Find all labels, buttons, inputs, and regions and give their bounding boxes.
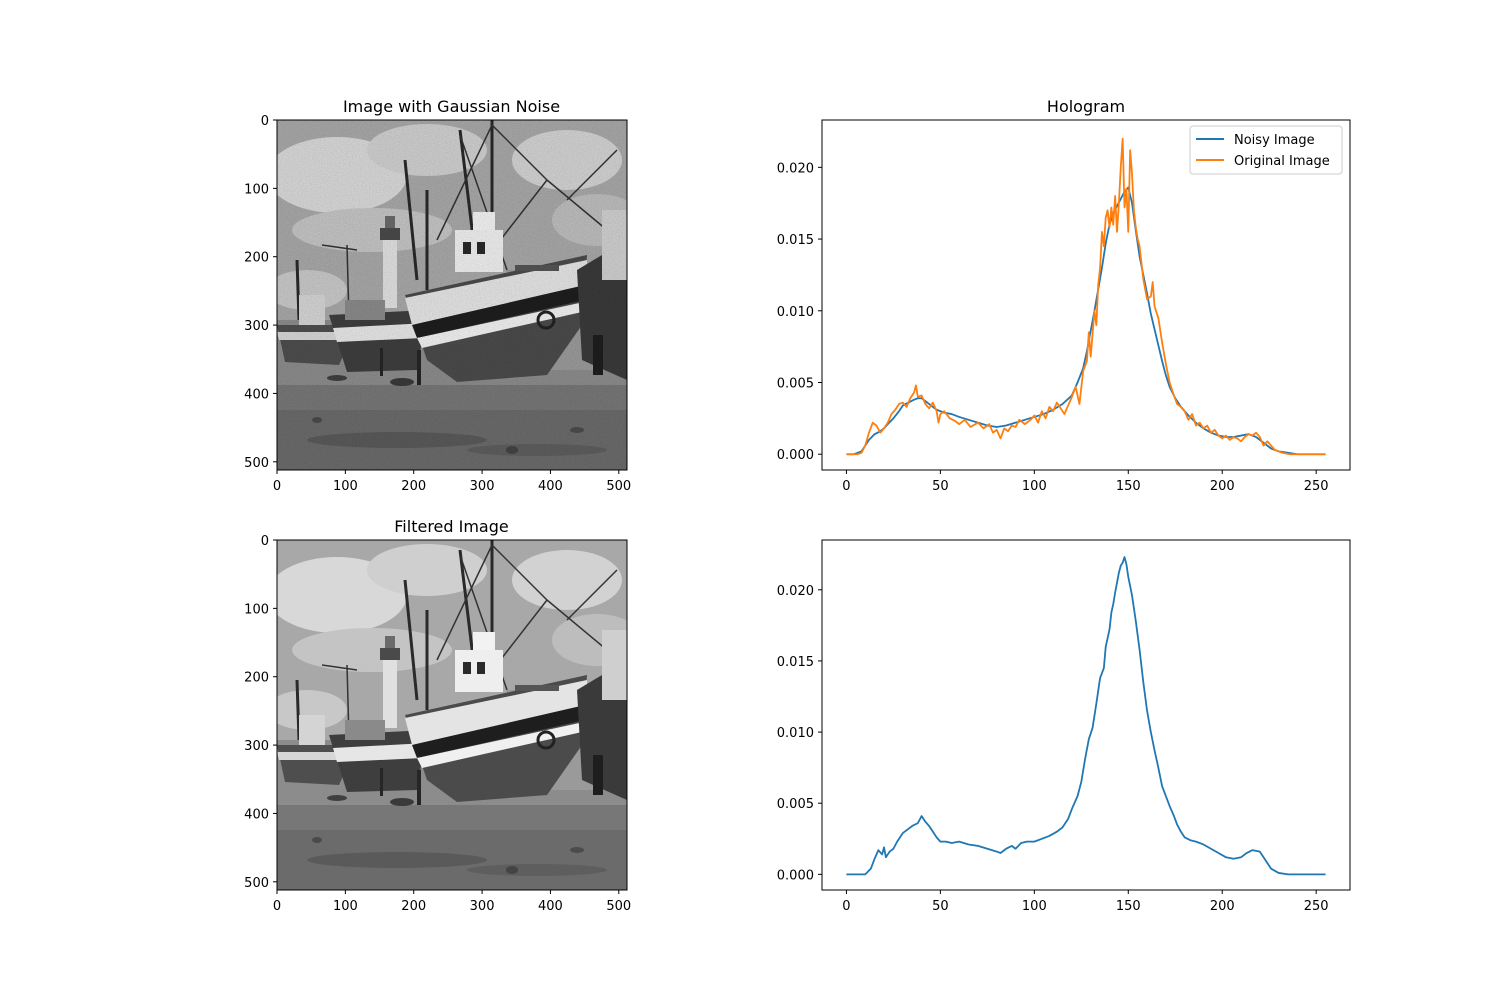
y-tick-label: 0.020	[777, 161, 814, 176]
y-tick-label: 0.015	[777, 655, 814, 670]
y-tick-label: 400	[244, 387, 269, 402]
legend-label: Original Image	[1234, 154, 1330, 169]
x-tick-label: 200	[401, 899, 426, 914]
hologram-title: Hologram	[1047, 97, 1125, 116]
x-tick-label: 200	[1210, 479, 1235, 494]
filtered-image-panel: Filtered Image 0 100 200 300 400 500 0 100 200 30…	[244, 517, 631, 914]
filtered-boat-photo	[277, 540, 627, 890]
x-tick-label: 250	[1304, 899, 1329, 914]
x-tick-label: 200	[1210, 899, 1235, 914]
y-tick-label: 300	[244, 319, 269, 334]
filtered-histogram-plot: 0 50 100 150 200 250 0.000 0.005 0.010 0.015 0.020	[777, 556, 1329, 914]
noisy-image-axes: 0 100 200 300 400 500 0 100 200 300 400 500	[244, 114, 631, 494]
y-tick-label: 0.010	[777, 726, 814, 741]
filtered-histogram-frame	[821, 539, 1351, 891]
legend: Noisy Image Original Image	[1189, 125, 1343, 175]
noisy-image-frame	[276, 119, 628, 471]
x-tick-label: 100	[1022, 899, 1047, 914]
y-tick-label: 0.010	[777, 305, 814, 320]
x-tick-label: 50	[932, 479, 949, 494]
y-tick-label: 0.000	[777, 448, 814, 463]
x-tick-label: 400	[538, 899, 563, 914]
x-tick-label: 0	[273, 899, 281, 914]
y-tick-label: 100	[244, 602, 269, 617]
legend-box	[1189, 125, 1343, 175]
y-tick-label: 0.005	[777, 797, 814, 812]
noisy-image-title: Image with Gaussian Noise	[343, 97, 560, 116]
x-tick-label: 400	[538, 479, 563, 494]
filtered-image-axes: 0 100 200 300 400 500 0 100 200 300 400 500	[244, 534, 631, 914]
hologram-plot: 0 50 100 150 200 250 0.000 0.005 0.010 0.015 0.020…	[777, 125, 1343, 494]
x-tick-label: 0	[842, 899, 850, 914]
x-tick-label: 200	[401, 479, 426, 494]
y-tick-label: 0.015	[777, 233, 814, 248]
y-tick-label: 200	[244, 671, 269, 686]
series-line-original-image	[846, 137, 1326, 456]
y-tick-label: 0.020	[777, 584, 814, 599]
y-tick-label: 500	[244, 876, 269, 891]
x-tick-label: 300	[470, 899, 495, 914]
y-tick-label: 0.000	[777, 868, 814, 883]
series-line-series-0	[846, 556, 1326, 876]
y-tick-label: 0	[261, 534, 269, 549]
x-tick-label: 250	[1304, 479, 1329, 494]
y-tick-label: 100	[244, 182, 269, 197]
y-tick-label: 0	[261, 114, 269, 129]
legend-label: Noisy Image	[1234, 133, 1315, 148]
filtered-image-frame	[276, 539, 628, 891]
y-tick-label: 200	[244, 251, 269, 266]
x-tick-label: 500	[606, 899, 631, 914]
x-tick-label: 50	[932, 899, 949, 914]
x-tick-label: 100	[333, 899, 358, 914]
x-tick-label: 0	[273, 479, 281, 494]
y-tick-label: 400	[244, 807, 269, 822]
hologram-frame	[821, 119, 1351, 471]
x-tick-label: 150	[1116, 479, 1141, 494]
x-tick-label: 100	[1022, 479, 1047, 494]
hologram-panel: Hologram 0 50 100 150 200 2500.0000.0050.0100…	[777, 97, 1351, 494]
filtered-histogram-panel: 0 50 100 150 200 250 0.000 0.005 0.010 0.015 0.020	[777, 539, 1351, 914]
y-tick-label: 500	[244, 456, 269, 471]
y-tick-label: 0.005	[777, 377, 814, 392]
y-tick-label: 300	[244, 739, 269, 754]
filtered-image-title: Filtered Image	[394, 517, 508, 536]
x-tick-label: 150	[1116, 899, 1141, 914]
x-tick-label: 100	[333, 479, 358, 494]
x-tick-label: 300	[470, 479, 495, 494]
x-tick-label: 500	[606, 479, 631, 494]
noisy-image-panel: Image with Gaussian Noise 0 100 200 300 400 5…	[244, 97, 631, 494]
noisy-boat-photo	[277, 120, 627, 470]
x-tick-label: 0	[842, 479, 850, 494]
